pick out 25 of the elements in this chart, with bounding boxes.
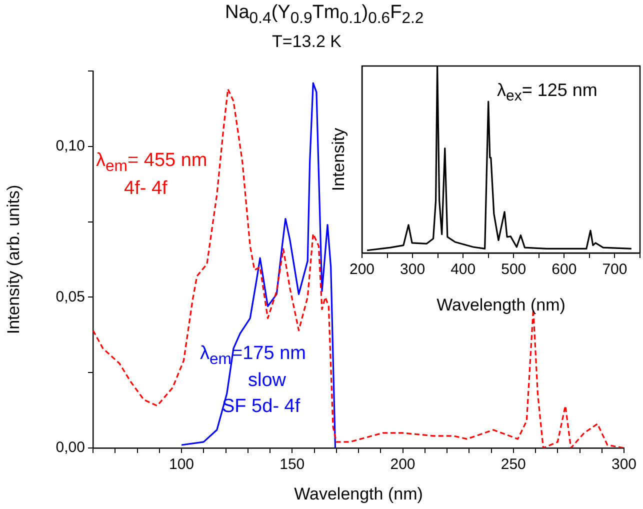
series-label: λ$_{em}$= 455 nm [96,150,208,176]
x-tick-label: 100 [168,456,194,474]
y-axis-title: Intensity (arb. units) [4,184,23,334]
x-tick-label: 150 [280,456,305,474]
chart-subtitle: T=13.2 K [272,32,342,52]
x-tick-label: 500 [501,261,526,278]
x-tick-label: 200 [390,456,416,474]
x-tick-label: 250 [500,456,526,474]
x-tick-label: 700 [602,261,628,278]
x-tick-label: 300 [611,456,637,474]
series-label: λ$_{em}$=175 nm [200,343,306,369]
x-tick-label: 600 [552,261,577,278]
x-tick-label: 400 [450,261,476,278]
annotation: λ$_{ex}$= 125 nm [497,80,598,105]
x-axis-title: Wavelength (nm) [294,484,423,504]
y-axis-title: Intensity [328,127,348,192]
annotation: slow [248,370,286,392]
annotation: 4f- 4f [124,178,168,200]
y-tick-label: 0,05 [56,288,85,306]
x-tick-label: 300 [400,261,426,278]
x-axis-title: Wavelength (nm) [436,295,566,314]
x-tick-label: 200 [349,261,375,278]
chart-title: Na$_{0.4}$(Y$_{0.9}$Tm$_{0.1}$)$_{0.6}$F$_{2.2}$ [225,2,424,27]
y-tick-label: 0,10 [56,138,85,155]
y-tick-label: 0,00 [56,439,85,456]
